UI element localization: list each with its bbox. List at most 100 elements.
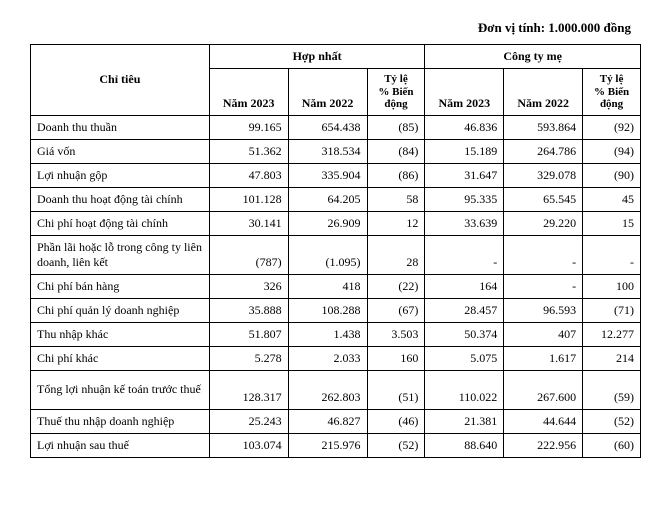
cell-value: - [425, 235, 504, 274]
cell-value: - [583, 235, 641, 274]
row-label: Lợi nhuận gộp [31, 163, 210, 187]
header-hn-pct: Tỷ lệ% Biếnđộng [367, 69, 425, 116]
cell-value: (52) [583, 409, 641, 433]
cell-value: (46) [367, 409, 425, 433]
cell-value: 12.277 [583, 322, 641, 346]
cell-value: - [504, 235, 583, 274]
cell-value: 99.165 [209, 115, 288, 139]
cell-value: (59) [583, 370, 641, 409]
cell-value: 26.909 [288, 211, 367, 235]
cell-value: (22) [367, 274, 425, 298]
cell-value: 15.189 [425, 139, 504, 163]
cell-value: (90) [583, 163, 641, 187]
cell-value: 30.141 [209, 211, 288, 235]
cell-value: (787) [209, 235, 288, 274]
row-label: Chi phí hoạt động tài chính [31, 211, 210, 235]
cell-value: 5.278 [209, 346, 288, 370]
cell-value: 264.786 [504, 139, 583, 163]
row-label: Chi phí quản lý doanh nghiệp [31, 298, 210, 322]
row-label: Lợi nhuận sau thuế [31, 433, 210, 457]
cell-value: 128.317 [209, 370, 288, 409]
cell-value: 45 [583, 187, 641, 211]
cell-value: 15 [583, 211, 641, 235]
cell-value: 88.640 [425, 433, 504, 457]
table-row: Thu nhập khác51.8071.4383.50350.37440712… [31, 322, 641, 346]
cell-value: 58 [367, 187, 425, 211]
row-label: Doanh thu thuần [31, 115, 210, 139]
table-row: Doanh thu hoạt động tài chính101.12864.2… [31, 187, 641, 211]
table-row: Tổng lợi nhuận kế toán trước thuế128.317… [31, 370, 641, 409]
header-cm-2023: Năm 2023 [425, 69, 504, 116]
cell-value: 215.976 [288, 433, 367, 457]
header-hn-2023: Năm 2023 [209, 69, 288, 116]
cell-value: 164 [425, 274, 504, 298]
cell-value: 35.888 [209, 298, 288, 322]
cell-value: 214 [583, 346, 641, 370]
cell-value: 222.956 [504, 433, 583, 457]
cell-value: 326 [209, 274, 288, 298]
row-label: Giá vốn [31, 139, 210, 163]
cell-value: 51.362 [209, 139, 288, 163]
cell-value: (1.095) [288, 235, 367, 274]
cell-value: 2.033 [288, 346, 367, 370]
table-row: Thuế thu nhập doanh nghiệp25.24346.827(4… [31, 409, 641, 433]
cell-value: 96.593 [504, 298, 583, 322]
cell-value: 160 [367, 346, 425, 370]
cell-value: 262.803 [288, 370, 367, 409]
cell-value: 95.335 [425, 187, 504, 211]
cell-value: 329.078 [504, 163, 583, 187]
header-cm-pct: Tỷ lệ% Biếnđộng [583, 69, 641, 116]
cell-value: 44.644 [504, 409, 583, 433]
cell-value: 101.128 [209, 187, 288, 211]
row-label: Thu nhập khác [31, 322, 210, 346]
table-row: Doanh thu thuần99.165654.438(85)46.83659… [31, 115, 641, 139]
cell-value: 25.243 [209, 409, 288, 433]
cell-value: 108.288 [288, 298, 367, 322]
cell-value: (52) [367, 433, 425, 457]
cell-value: 593.864 [504, 115, 583, 139]
table-row: Lợi nhuận sau thuế103.074215.976(52)88.6… [31, 433, 641, 457]
header-chi-tieu: Chỉ tiêu [31, 45, 210, 116]
cell-value: 267.600 [504, 370, 583, 409]
cell-value: (60) [583, 433, 641, 457]
cell-value: 418 [288, 274, 367, 298]
cell-value: 65.545 [504, 187, 583, 211]
cell-value: (85) [367, 115, 425, 139]
cell-value: (86) [367, 163, 425, 187]
cell-value: 100 [583, 274, 641, 298]
cell-value: 28 [367, 235, 425, 274]
cell-value: 50.374 [425, 322, 504, 346]
cell-value: 64.205 [288, 187, 367, 211]
row-label: Chi phí khác [31, 346, 210, 370]
financial-table: Chỉ tiêu Hợp nhất Công ty mẹ Năm 2023 Nă… [30, 44, 641, 458]
cell-value: 3.503 [367, 322, 425, 346]
table-row: Chi phí bán hàng326418(22)164-100 [31, 274, 641, 298]
cell-value: 51.807 [209, 322, 288, 346]
table-row: Giá vốn51.362318.534(84)15.189264.786(94… [31, 139, 641, 163]
cell-value: 654.438 [288, 115, 367, 139]
cell-value: 33.639 [425, 211, 504, 235]
table-row: Chi phí khác5.2782.0331605.0751.617214 [31, 346, 641, 370]
cell-value: 46.836 [425, 115, 504, 139]
cell-value: 1.617 [504, 346, 583, 370]
cell-value: 29.220 [504, 211, 583, 235]
row-label: Thuế thu nhập doanh nghiệp [31, 409, 210, 433]
table-row: Chi phí quản lý doanh nghiệp35.888108.28… [31, 298, 641, 322]
unit-label: Đơn vị tính: 1.000.000 đồng [30, 20, 641, 36]
cell-value: 318.534 [288, 139, 367, 163]
cell-value: 21.381 [425, 409, 504, 433]
row-label: Chi phí bán hàng [31, 274, 210, 298]
cell-value: (51) [367, 370, 425, 409]
row-label: Tổng lợi nhuận kế toán trước thuế [31, 370, 210, 409]
header-hop-nhat: Hợp nhất [209, 45, 425, 69]
cell-value: 31.647 [425, 163, 504, 187]
row-label: Phần lãi hoặc lỗ trong công ty liên doan… [31, 235, 210, 274]
cell-value: 103.074 [209, 433, 288, 457]
cell-value: 1.438 [288, 322, 367, 346]
header-hn-2022: Năm 2022 [288, 69, 367, 116]
cell-value: (84) [367, 139, 425, 163]
cell-value: 335.904 [288, 163, 367, 187]
cell-value: 5.075 [425, 346, 504, 370]
table-row: Chi phí hoạt động tài chính30.14126.909 1… [31, 211, 641, 235]
cell-value: (71) [583, 298, 641, 322]
